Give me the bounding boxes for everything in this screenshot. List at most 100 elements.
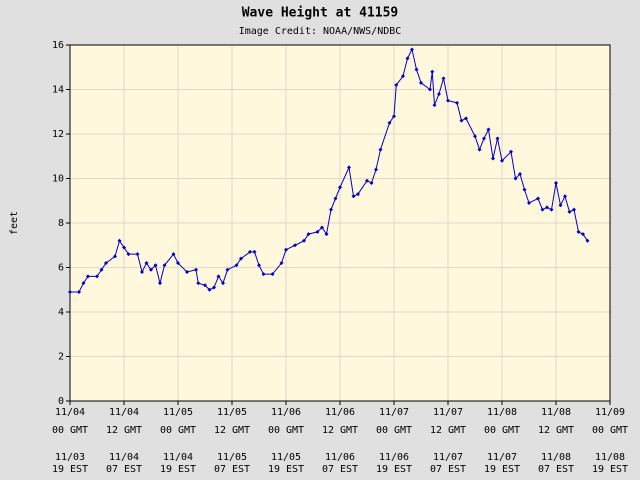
data-point (248, 249, 252, 254)
x-tick-label: 07 EST (538, 464, 574, 475)
data-point (117, 238, 122, 243)
y-tick-label: 8 (58, 218, 64, 229)
x-tick-label: 00 GMT (160, 425, 196, 436)
data-point (563, 194, 567, 199)
data-point (491, 156, 495, 161)
x-tick-label: 11/07 (379, 407, 409, 418)
data-point (374, 167, 378, 172)
data-point (171, 252, 176, 257)
data-point (221, 281, 225, 286)
data-point (194, 267, 198, 272)
x-tick-label: 11/05 (217, 452, 247, 463)
data-point (261, 272, 266, 277)
data-point (306, 232, 311, 237)
y-axis-label: feet (9, 211, 20, 235)
data-point (162, 263, 167, 268)
x-tick-label: 07 EST (214, 464, 250, 475)
x-tick-label: 11/04 (109, 407, 139, 418)
x-tick-label: 19 EST (376, 464, 412, 475)
data-point (126, 252, 131, 257)
data-point (549, 207, 554, 212)
chart-subtitle: Image Credit: NOAA/NWS/NDBC (239, 26, 402, 37)
y-tick-label: 10 (52, 174, 64, 185)
data-point (482, 136, 486, 141)
x-tick-label: 12 GMT (214, 425, 250, 436)
data-point (522, 187, 527, 192)
data-point (392, 114, 396, 119)
data-point (185, 269, 189, 274)
y-tick-label: 4 (58, 307, 64, 318)
data-point (284, 247, 288, 252)
plot-frame (69, 44, 611, 402)
x-tick-label: 19 EST (52, 464, 88, 475)
x-tick-label: 11/07 (433, 407, 463, 418)
x-tick-label: 00 GMT (268, 425, 304, 436)
data-point (104, 261, 108, 266)
data-point (509, 149, 513, 154)
data-point (365, 178, 369, 183)
data-point (486, 127, 491, 132)
y-tick-label: 2 (58, 352, 64, 363)
data-point (410, 47, 414, 52)
data-point (68, 289, 72, 294)
x-tick-label: 00 GMT (484, 425, 520, 436)
data-point (513, 176, 518, 181)
data-point (554, 180, 558, 185)
x-tick-label: 12 GMT (322, 425, 358, 436)
data-point (320, 225, 324, 230)
data-point (369, 180, 374, 185)
data-point (356, 192, 360, 197)
data-point (333, 196, 338, 201)
data-point (394, 83, 399, 88)
data-point (135, 252, 140, 257)
data-point (558, 203, 563, 208)
chart-title: Wave Height at 41159 (242, 6, 399, 21)
x-tick-label: 11/03 (55, 452, 85, 463)
data-point (419, 80, 423, 85)
data-point (576, 229, 581, 234)
x-tick-label: 11/05 (271, 452, 301, 463)
x-tick-label: 12 GMT (106, 425, 142, 436)
data-point (144, 261, 149, 266)
x-tick-label: 00 GMT (592, 425, 628, 436)
data-point (500, 158, 504, 163)
x-tick-label: 11/04 (55, 407, 85, 418)
data-point (401, 74, 405, 79)
data-point (225, 267, 230, 272)
x-tick-label: 11/06 (379, 452, 409, 463)
data-point (459, 118, 464, 123)
data-point (581, 232, 585, 237)
x-tick-label: 11/08 (487, 407, 517, 418)
data-point (430, 69, 435, 74)
x-tick-label: 12 GMT (538, 425, 574, 436)
x-tick-label: 12 GMT (430, 425, 466, 436)
data-point (432, 103, 437, 108)
data-point (153, 263, 158, 268)
x-tick-label: 19 EST (484, 464, 520, 475)
x-tick-label: 11/06 (325, 452, 355, 463)
data-point (81, 281, 86, 286)
data-point (239, 256, 243, 261)
data-point (441, 76, 446, 81)
data-point (572, 207, 576, 212)
x-tick-label: 11/06 (271, 407, 301, 418)
y-tick-label: 16 (52, 40, 64, 51)
data-point (473, 134, 477, 139)
data-point (518, 172, 522, 177)
data-point (464, 116, 468, 121)
data-point (113, 254, 117, 259)
data-point (176, 261, 180, 266)
data-point (378, 147, 383, 152)
x-tick-label: 00 GMT (376, 425, 412, 436)
data-point (585, 238, 590, 243)
data-point (527, 200, 531, 205)
data-point (351, 194, 356, 199)
data-point (257, 263, 261, 268)
data-point (158, 281, 162, 286)
data-point (329, 207, 333, 212)
data-point (252, 249, 257, 254)
data-point (212, 285, 216, 290)
data-point (207, 287, 212, 292)
data-point (428, 87, 432, 92)
